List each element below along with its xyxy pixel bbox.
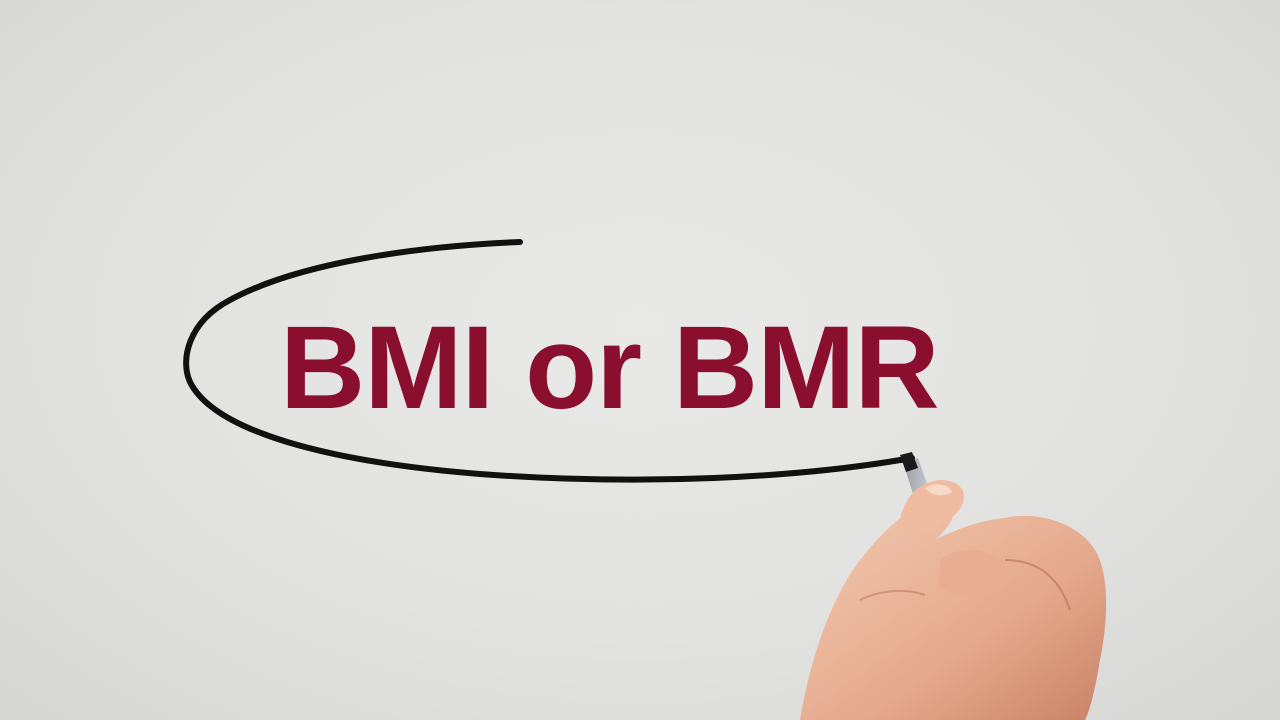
hand-icon [800, 480, 1107, 720]
headline-text: BMI or BMR [280, 302, 940, 434]
marker-pen-icon [900, 452, 1000, 700]
